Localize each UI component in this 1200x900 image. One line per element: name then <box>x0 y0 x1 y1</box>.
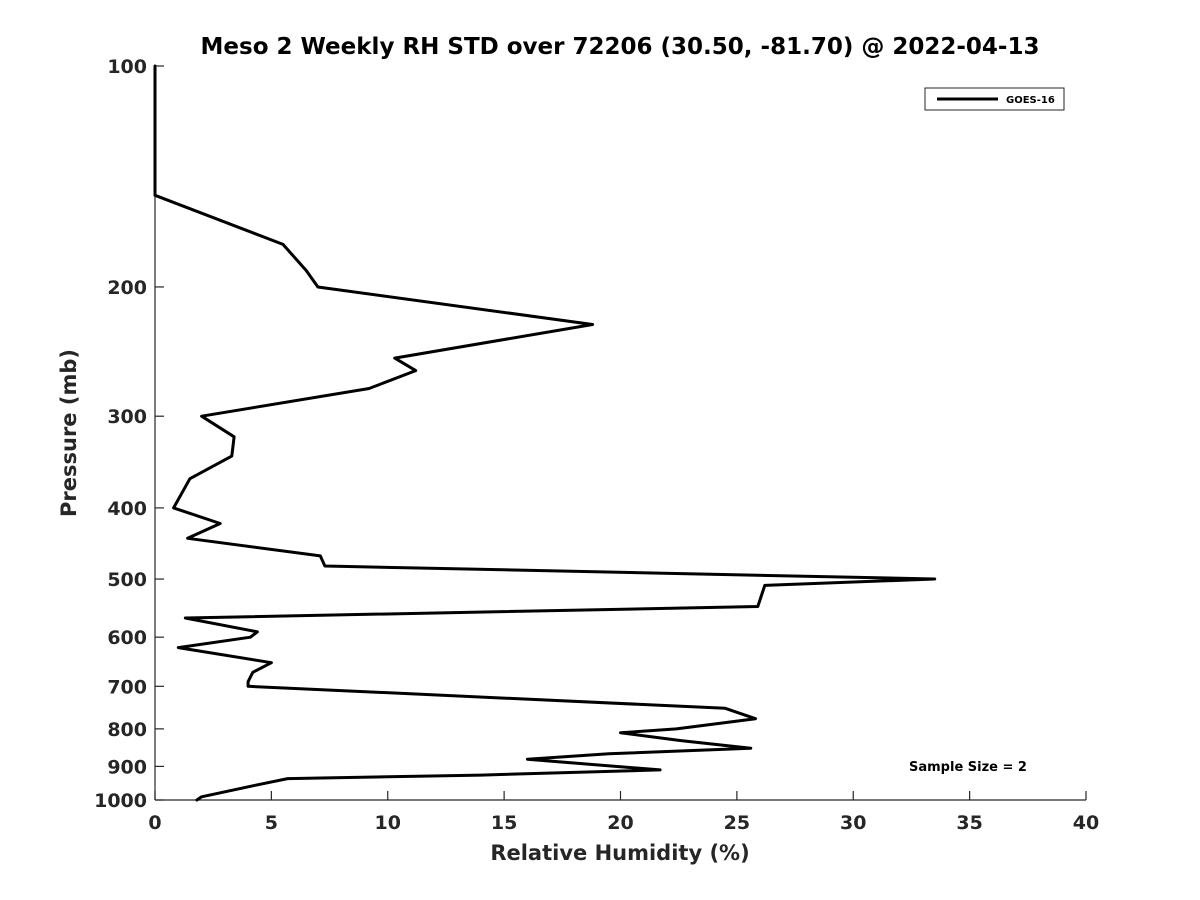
y-tick-label: 200 <box>107 277 147 299</box>
sample-size-annotation: Sample Size = 2 <box>909 760 1027 775</box>
legend: GOES-16 <box>924 87 1065 111</box>
y-tick-label: 800 <box>107 719 147 741</box>
chart-title: Meso 2 Weekly RH STD over 72206 (30.50, … <box>201 34 1040 60</box>
y-axis-label: Pressure (mb) <box>57 349 81 517</box>
y-tick-label: 600 <box>107 627 147 649</box>
x-tick-label: 15 <box>491 812 517 834</box>
x-tick-label: 5 <box>265 812 278 834</box>
x-axis-label: Relative Humidity (%) <box>490 841 749 865</box>
series-group <box>153 64 937 802</box>
x-tick-label: 20 <box>607 812 633 834</box>
y-tick-label: 500 <box>107 569 147 591</box>
y-tick-label: 700 <box>107 676 147 698</box>
x-ticks: 0 5 10 15 20 25 30 35 40 <box>148 791 1099 834</box>
legend-label-goes-16: GOES-16 <box>1006 95 1055 106</box>
y-tick-label: 400 <box>107 498 147 520</box>
series-line-goes-16 <box>153 64 937 802</box>
x-tick-label: 10 <box>375 812 401 834</box>
x-tick-label: 40 <box>1073 812 1099 834</box>
plot-area: 0 5 10 15 20 25 30 35 40 100 200 300 400 500 600 700 80… <box>94 56 1099 834</box>
y-tick-label: 100 <box>107 56 147 78</box>
x-tick-label: 30 <box>840 812 866 834</box>
y-tick-label: 1000 <box>94 790 147 812</box>
y-tick-label: 900 <box>107 756 147 778</box>
y-ticks: 100 200 300 400 500 600 700 800 900 1000 <box>94 56 164 812</box>
y-tick-label: 300 <box>107 406 147 428</box>
x-tick-label: 0 <box>148 812 161 834</box>
x-tick-label: 35 <box>956 812 982 834</box>
x-tick-label: 25 <box>724 812 750 834</box>
